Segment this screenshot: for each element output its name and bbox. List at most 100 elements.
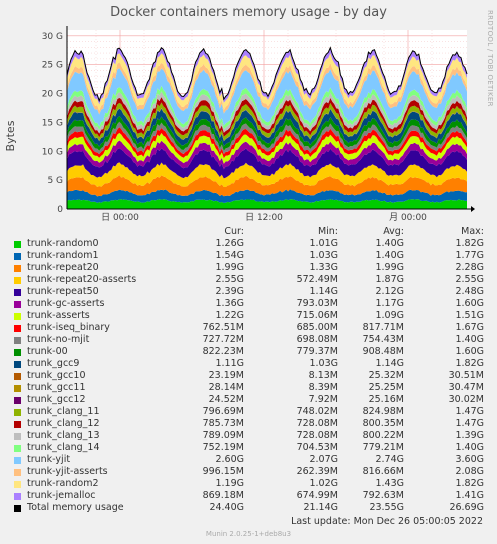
area-trunk-repeat50 [67, 148, 467, 179]
legend-row: trunk-gc-asserts 1.36G 793.03M 1.17G 1.60G [0, 298, 497, 310]
legend-value-avg: 2.74G [375, 454, 404, 465]
legend-value-max: 1.40G [455, 334, 484, 345]
legend-value-cur: 727.72M [202, 334, 244, 345]
legend-row: trunk_clang_13 789.09M 728.08M 800.22M 1.39G [0, 430, 497, 442]
legend-value-max: 1.47G [455, 406, 484, 417]
legend-value-max: 30.51M [448, 370, 484, 381]
chart-area: 0 5 G 10 G 15 G 20 G 25 G 30 G 日 00:00 日 12:00 月… [4, 26, 475, 223]
legend-row: Total memory usage 24.40G 21.14G 23.55G 26.6… [0, 502, 497, 514]
legend-value-max: 1.77G [455, 250, 484, 261]
legend-value-min: 685.00M [296, 322, 338, 333]
legend-value-min: 8.39M [308, 382, 338, 393]
legend-value-avg: 25.32M [368, 370, 404, 381]
legend-value-cur: 796.69M [202, 406, 244, 417]
legend-value-min: 1.02G [309, 478, 338, 489]
legend-swatch [14, 457, 21, 464]
legend-series-name: Total memory usage [27, 502, 124, 513]
legend-value-min: 728.08M [296, 430, 338, 441]
y-tick-label: 20 G [42, 90, 63, 100]
legend-value-min: 779.37M [296, 346, 338, 357]
legend-value-cur: 24.52M [208, 394, 244, 405]
legend-value-cur: 1.22G [215, 310, 244, 321]
legend-swatch [14, 397, 21, 404]
legend-row: trunk-00 822.23M 779.37M 908.48M 1.60G [0, 346, 497, 358]
legend-value-max: 30.47M [448, 382, 484, 393]
legend-value-cur: 24.40G [209, 502, 244, 513]
legend-value-max: 1.51G [455, 310, 484, 321]
legend-row: trunk-iseq_binary 762.51M 685.00M 817.71M 1.… [0, 322, 497, 334]
legend-row: trunk-repeat20 1.99G 1.33G 1.99G 2.28G [0, 262, 497, 274]
legend-value-min: 1.03G [309, 250, 338, 261]
area-trunk-iseq_binary [67, 127, 467, 158]
legend-swatch [14, 385, 21, 392]
legend-series-name: trunk_gcc11 [27, 382, 86, 393]
legend-value-max: 2.08G [455, 466, 484, 477]
legend-value-max: 2.55G [455, 274, 484, 285]
legend-value-avg: 23.55G [369, 502, 404, 513]
legend-swatch [14, 469, 21, 476]
total-line [66, 46, 468, 103]
legend-row: trunk-random2 1.19G 1.02G 1.43G 1.82G [0, 478, 497, 490]
area-trunk_gcc9 [67, 108, 467, 147]
legend-value-avg: 817.71M [362, 322, 404, 333]
legend-value-min: 21.14G [303, 502, 338, 513]
rrdtool-credit: RRDTOOL / TOBI OETIKER [486, 10, 494, 107]
legend-series-name: trunk_gcc9 [27, 358, 80, 369]
legend-value-avg: 25.25M [368, 382, 404, 393]
legend-value-cur: 822.23M [202, 346, 244, 357]
legend-value-cur: 785.73M [202, 418, 244, 429]
legend-value-max: 1.82G [455, 358, 484, 369]
legend-value-avg: 1.17G [375, 298, 404, 309]
legend-row: trunk-random0 1.26G 1.01G 1.40G 1.82G [0, 238, 497, 250]
area-trunk-random2 [67, 53, 467, 111]
legend-value-cur: 1.54G [215, 250, 244, 261]
chart-title: Docker containers memory usage - by day [110, 5, 387, 20]
legend-value-avg: 824.98M [362, 406, 404, 417]
legend-swatch [14, 493, 21, 500]
legend-series-name: trunk_clang_12 [27, 418, 100, 429]
legend-swatch [14, 445, 21, 452]
legend-series-name: trunk_clang_14 [27, 442, 100, 453]
legend-row: trunk_gcc10 23.19M 8.13M 25.32M 30.51M [0, 370, 497, 382]
legend-value-max: 1.40G [455, 442, 484, 453]
legend-value-avg: 1.40G [375, 238, 404, 249]
legend-value-min: 1.01G [309, 238, 338, 249]
legend-swatch [14, 313, 21, 320]
legend-value-cur: 996.15M [202, 466, 244, 477]
legend-series-name: trunk-repeat50 [27, 286, 99, 297]
legend-series-name: trunk-repeat20 [27, 262, 99, 273]
legend-series-name: trunk-yjit [27, 454, 71, 465]
legend-value-cur: 1.99G [215, 262, 244, 273]
legend-series-name: trunk_clang_11 [27, 406, 100, 417]
area-trunk-random0 [67, 199, 467, 209]
legend-value-avg: 754.43M [362, 334, 404, 345]
legend-value-max: 30.02M [448, 394, 484, 405]
legend-value-cur: 2.60G [215, 454, 244, 465]
legend-swatch [14, 505, 21, 512]
legend-value-avg: 816.66M [362, 466, 404, 477]
legend-value-avg: 25.16M [368, 394, 404, 405]
x-axis-arrow [471, 206, 475, 212]
legend-value-max: 26.69G [449, 502, 484, 513]
area-trunk-jemalloc [67, 47, 467, 105]
legend-value-min: 572.49M [296, 274, 338, 285]
area-trunk-yjit [67, 68, 467, 127]
legend-row: trunk_clang_12 785.73M 728.08M 800.35M 1.47G [0, 418, 497, 430]
legend-value-min: 698.08M [296, 334, 338, 345]
legend-value-avg: 1.40G [375, 250, 404, 261]
legend-swatch [14, 433, 21, 440]
legend-value-min: 2.07G [309, 454, 338, 465]
legend-value-max: 1.82G [455, 238, 484, 249]
legend-value-max: 1.41G [455, 490, 484, 501]
legend-series-name: trunk_clang_13 [27, 430, 100, 441]
legend-value-max: 1.47G [455, 418, 484, 429]
legend-value-cur: 28.14M [208, 382, 244, 393]
legend-value-avg: 792.63M [362, 490, 404, 501]
legend-row: trunk_clang_11 796.69M 748.02M 824.98M 1.47G [0, 406, 497, 418]
legend-value-max: 1.82G [455, 478, 484, 489]
legend-value-min: 1.14G [309, 286, 338, 297]
legend-series-name: trunk-00 [27, 346, 68, 357]
legend-series-name: trunk-yjit-asserts [27, 466, 108, 477]
legend-series-name: trunk-jemalloc [27, 490, 96, 501]
legend-value-avg: 1.09G [375, 310, 404, 321]
